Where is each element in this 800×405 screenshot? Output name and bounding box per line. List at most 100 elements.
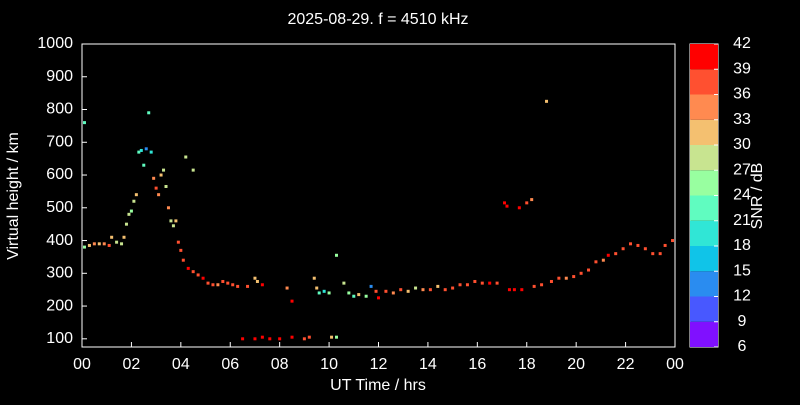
data-point bbox=[302, 337, 306, 341]
data-point bbox=[436, 284, 440, 288]
data-point bbox=[549, 279, 553, 283]
colorbar-tick-label: 18 bbox=[733, 237, 751, 254]
data-point bbox=[621, 247, 625, 251]
data-point bbox=[399, 288, 403, 292]
colorbar-tick-label: 12 bbox=[733, 288, 751, 305]
data-point bbox=[191, 270, 195, 274]
data-point bbox=[601, 258, 605, 262]
data-point bbox=[545, 99, 549, 103]
data-point bbox=[451, 286, 455, 290]
data-point bbox=[606, 253, 610, 257]
data-point bbox=[176, 240, 180, 244]
colorbar-segment bbox=[690, 195, 718, 221]
colorbar-segment bbox=[690, 246, 718, 272]
data-point bbox=[428, 288, 432, 292]
data-point bbox=[507, 288, 511, 292]
data-point bbox=[307, 335, 311, 339]
data-point bbox=[144, 147, 148, 151]
colorbar-tick-label: 6 bbox=[738, 338, 747, 355]
y-tick-label: 800 bbox=[46, 101, 73, 118]
x-tick-label: 18 bbox=[518, 356, 536, 373]
data-point bbox=[384, 289, 388, 293]
data-point bbox=[473, 279, 477, 283]
colorbar-tick-label: 33 bbox=[733, 111, 751, 128]
data-point bbox=[503, 201, 507, 205]
data-point bbox=[377, 296, 380, 300]
colorbar-segment bbox=[690, 145, 718, 171]
data-point bbox=[671, 239, 675, 243]
data-point bbox=[147, 111, 151, 115]
data-point bbox=[139, 148, 143, 152]
data-point bbox=[166, 206, 170, 210]
data-point bbox=[322, 289, 326, 293]
x-tick-label: 16 bbox=[468, 356, 486, 373]
data-point bbox=[352, 294, 356, 298]
x-tick-label: 00 bbox=[666, 356, 684, 373]
data-point bbox=[134, 193, 138, 197]
data-point bbox=[290, 335, 294, 339]
data-point bbox=[152, 176, 156, 180]
data-point bbox=[122, 235, 126, 239]
y-tick-label: 400 bbox=[46, 232, 73, 249]
y-tick-label: 200 bbox=[46, 297, 73, 314]
data-point bbox=[164, 184, 168, 188]
data-point bbox=[102, 242, 106, 246]
colorbar-segment bbox=[690, 220, 718, 246]
data-point bbox=[159, 173, 163, 177]
data-point bbox=[564, 276, 568, 280]
data-point bbox=[629, 242, 633, 246]
data-point bbox=[127, 212, 131, 216]
data-point bbox=[171, 224, 175, 228]
data-point bbox=[191, 168, 195, 172]
data-point bbox=[253, 337, 257, 341]
data-point bbox=[206, 281, 210, 285]
x-tick-label: 12 bbox=[370, 356, 388, 373]
data-point bbox=[540, 283, 544, 287]
data-point bbox=[317, 291, 321, 295]
colorbar-segment bbox=[690, 69, 718, 95]
data-point bbox=[658, 252, 662, 256]
data-point bbox=[97, 242, 101, 246]
colorbar-tick-label: 9 bbox=[738, 313, 747, 330]
data-point bbox=[196, 273, 200, 277]
data-point bbox=[480, 281, 484, 285]
data-point bbox=[465, 283, 469, 287]
data-point bbox=[260, 335, 264, 339]
data-point bbox=[142, 163, 146, 167]
x-tick-label: 14 bbox=[419, 356, 437, 373]
data-point bbox=[246, 284, 250, 288]
data-point bbox=[181, 258, 185, 262]
data-point bbox=[334, 335, 338, 339]
data-point bbox=[255, 279, 259, 283]
data-point bbox=[120, 242, 124, 246]
data-point bbox=[216, 283, 220, 287]
data-point bbox=[241, 337, 245, 341]
colorbar-segment bbox=[690, 44, 718, 70]
data-point bbox=[236, 284, 240, 288]
data-point bbox=[357, 293, 361, 297]
data-point bbox=[579, 271, 583, 275]
data-point bbox=[443, 288, 447, 292]
data-point bbox=[221, 279, 225, 283]
data-point bbox=[643, 247, 647, 251]
data-point bbox=[82, 245, 86, 249]
y-tick-label: 900 bbox=[46, 68, 73, 85]
data-point bbox=[268, 337, 272, 341]
data-point bbox=[520, 288, 524, 292]
colorbar-tick-label: 24 bbox=[733, 187, 751, 204]
x-tick-label: 02 bbox=[123, 356, 141, 373]
data-point bbox=[132, 199, 136, 203]
data-point bbox=[231, 283, 235, 287]
data-point bbox=[421, 288, 425, 292]
data-point bbox=[124, 222, 128, 226]
data-point bbox=[334, 253, 338, 257]
colorbar-segment bbox=[690, 296, 718, 322]
y-tick-label: 500 bbox=[46, 199, 73, 216]
data-point bbox=[290, 299, 294, 303]
data-point bbox=[458, 283, 462, 287]
data-point bbox=[594, 260, 598, 264]
data-point bbox=[406, 289, 410, 293]
data-point bbox=[186, 266, 190, 270]
colorbar-segment bbox=[690, 321, 718, 347]
